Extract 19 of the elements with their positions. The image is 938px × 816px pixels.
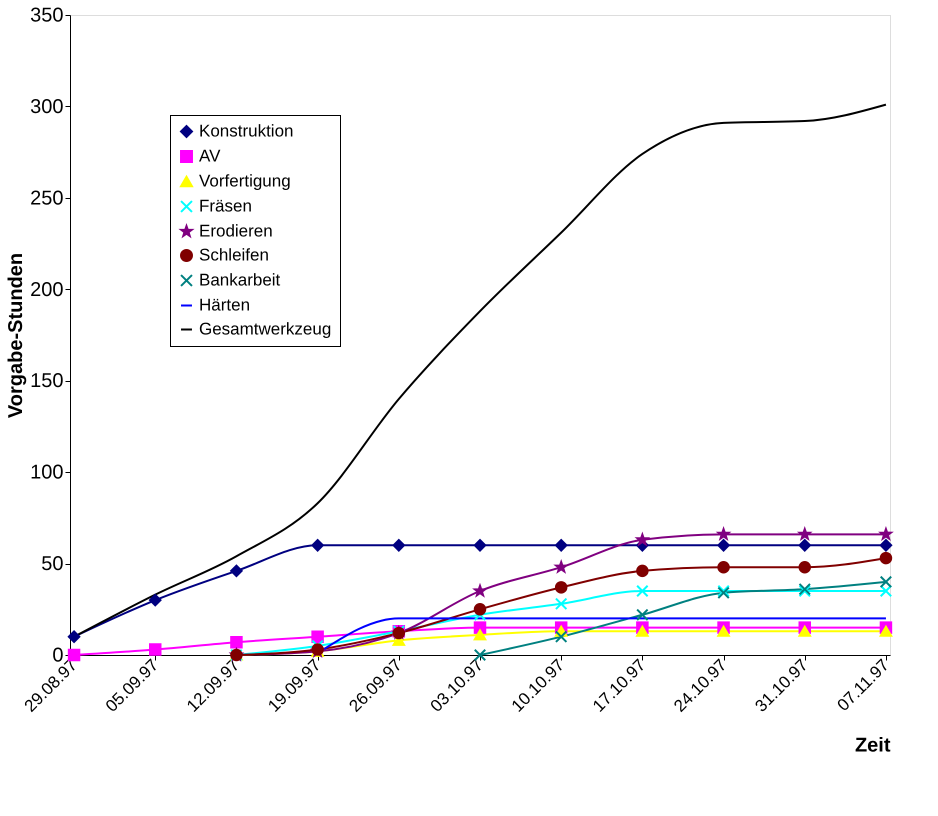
- legend-label: Fräsen: [199, 196, 252, 216]
- y-tick-label: 200: [30, 278, 64, 301]
- x-axis-title: Zeit: [854, 734, 891, 756]
- legend-label: Schleifen: [199, 246, 269, 264]
- y-tick-label: 350: [30, 4, 64, 26]
- legend-label: Erodieren: [199, 222, 273, 240]
- y-tick-label: 300: [30, 96, 64, 118]
- y-tick-label: 100: [30, 462, 64, 484]
- legend-label: Bankarbeit: [199, 270, 281, 290]
- legend-label: AV: [199, 146, 222, 166]
- legend-label: Gesamtwerkzeug: [199, 320, 332, 338]
- y-tick-label: 0: [52, 644, 64, 666]
- legend-label: Härten: [199, 296, 250, 314]
- y-tick-label: 150: [30, 370, 64, 392]
- legend-label: Vorfertigung: [199, 172, 291, 190]
- y-tick-label: 250: [30, 187, 64, 210]
- legend-label: Konstruktion: [199, 122, 294, 140]
- y-tick-label: 50: [41, 553, 64, 576]
- y-axis-title: Vorgabe-Stunden: [5, 252, 28, 418]
